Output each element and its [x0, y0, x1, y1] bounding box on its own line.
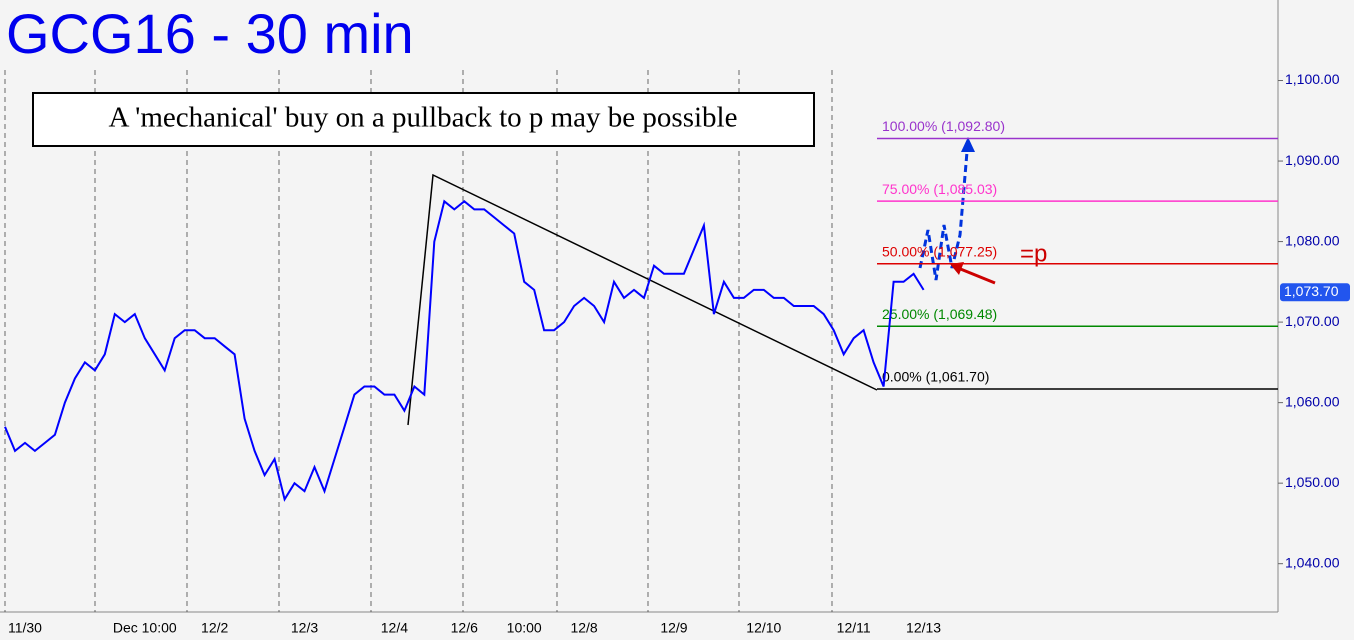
- projection: [918, 139, 970, 281]
- x-tick-label: 12/2: [201, 620, 228, 636]
- x-tick-label: 12/4: [381, 620, 408, 636]
- x-tick-label: 12/10: [746, 620, 781, 636]
- y-tick-label: 1,040.00: [1285, 554, 1340, 570]
- x-tick-label: 12/3: [291, 620, 318, 636]
- x-tick-label: 12/13: [906, 620, 941, 636]
- last-price-box: [1280, 283, 1350, 302]
- y-tick-label: 1,090.00: [1285, 152, 1340, 168]
- x-tick-label: 12/9: [660, 620, 687, 636]
- marker-label: =p: [1020, 240, 1047, 267]
- projection-arrow: [961, 137, 975, 152]
- fib-label: 0.00% (1,061.70): [882, 369, 989, 385]
- fib-label: 50.00% (1,077.25): [882, 243, 997, 259]
- y-tick-label: 1,100.00: [1285, 71, 1340, 87]
- x-tick-label: Dec 10:00: [113, 620, 177, 636]
- y-tick-label: 1,070.00: [1285, 313, 1340, 329]
- annotation: A 'mechanical' buy on a pullback to p ma…: [109, 102, 738, 134]
- x-tick-label: 12/8: [570, 620, 597, 636]
- trend-line: [407, 173, 878, 426]
- chart-title: GCG16 - 30 min: [6, 2, 414, 65]
- session-lines: [4, 70, 833, 612]
- pointer-head: [950, 262, 964, 275]
- annotation-box: [32, 92, 815, 147]
- pointer: [957, 266, 996, 285]
- last-price-label: 1,073.70: [1284, 283, 1339, 299]
- price-line: [4, 199, 925, 502]
- y-tick-label: 1,060.00: [1285, 393, 1340, 409]
- fib-label: 75.00% (1,085.03): [882, 181, 997, 197]
- x-tick-label: 12/11: [837, 620, 871, 636]
- fib-label: 25.00% (1,069.48): [882, 306, 997, 322]
- x-tick-label: 11/30: [8, 620, 42, 636]
- y-tick-label: 1,050.00: [1285, 474, 1340, 490]
- fib-label: 100.00% (1,092.80): [882, 118, 1005, 134]
- x-tick-label: 12/6: [451, 620, 478, 636]
- x-tick-label: 10:00: [507, 620, 542, 636]
- y-tick-label: 1,080.00: [1285, 232, 1340, 248]
